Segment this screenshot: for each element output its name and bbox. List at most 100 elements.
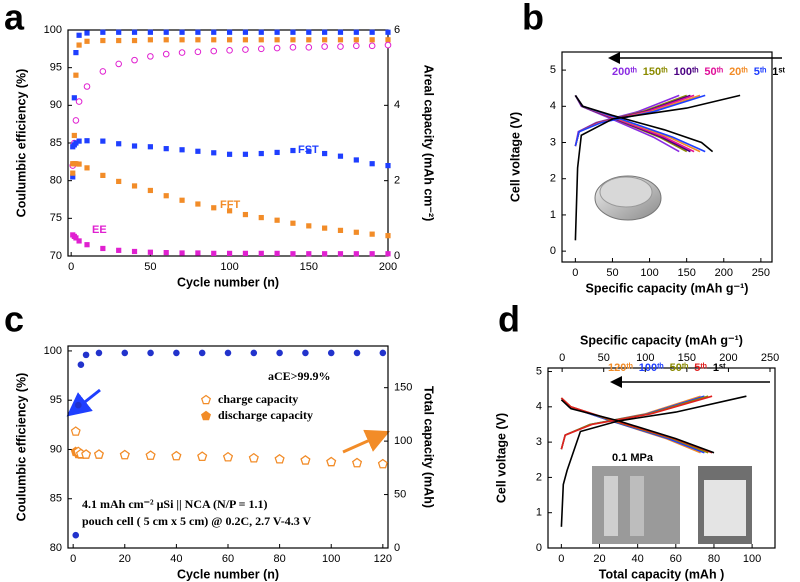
y2-axis-label: Areal capacity (mAh cm⁻²) <box>422 65 436 222</box>
data-point <box>377 458 388 469</box>
data-point <box>116 37 122 44</box>
data-point <box>337 153 344 159</box>
data-point <box>353 29 359 35</box>
data-point <box>100 37 106 44</box>
data-point <box>300 455 311 465</box>
data-point <box>100 29 106 35</box>
y-axis-label: Coulumbic efficiency (%) <box>14 69 28 218</box>
data-point <box>369 251 375 257</box>
data-point <box>93 449 104 459</box>
y-tick-label: 5 <box>550 64 556 76</box>
y-tick-label: 75 <box>50 212 62 224</box>
data-point <box>162 50 170 58</box>
data-point <box>353 229 359 235</box>
data-point <box>353 157 359 163</box>
data-point <box>116 247 122 253</box>
x-tick-label: 120 <box>374 553 392 565</box>
data-point <box>99 68 107 75</box>
y-tick-label: 80 <box>50 175 62 187</box>
annotation: 4.1 mAh cm⁻² μSi || NCA (N/P = 1.1) <box>82 497 268 511</box>
y2-tick-label: 100 <box>394 435 412 447</box>
x-tick-label: 100 <box>322 553 340 565</box>
data-point <box>211 150 217 156</box>
data-point <box>163 146 169 152</box>
data-point <box>211 29 217 35</box>
data-point <box>242 211 249 218</box>
annotation: aCE>99.9% <box>268 369 331 383</box>
x-tick-label: 50 <box>144 261 156 273</box>
x-tick-label: 60 <box>222 553 234 565</box>
data-point <box>147 249 153 255</box>
data-point <box>147 37 153 43</box>
data-point <box>257 45 265 53</box>
data-point <box>147 29 153 35</box>
legend-label: discharge capacity <box>218 408 313 422</box>
legend-label: 5ᵗʰ <box>694 362 707 374</box>
data-point <box>70 426 81 436</box>
y-tick-label: 90 <box>50 443 62 455</box>
data-point <box>121 349 129 357</box>
x-tick-label: 40 <box>170 553 182 565</box>
data-point <box>76 42 82 48</box>
legend-label: 1ˢᵗ <box>713 362 726 374</box>
data-point <box>211 250 217 256</box>
x-tick-label: 200 <box>715 267 733 279</box>
x-tick-label: 100 <box>743 553 761 565</box>
data-point <box>76 32 82 38</box>
data-point <box>224 349 232 357</box>
data-point <box>147 53 154 60</box>
data-point <box>258 150 264 157</box>
data-point <box>337 37 344 43</box>
x2-tick-label: 100 <box>636 352 654 364</box>
data-point <box>119 449 130 460</box>
data-point <box>274 37 280 43</box>
data-point <box>385 162 391 169</box>
y-axis-label: Coulumbic efficiency (%) <box>14 373 28 522</box>
y2-tick-label: 50 <box>394 488 406 500</box>
data-point <box>337 227 344 233</box>
data-point <box>385 233 391 239</box>
y-tick-label: 70 <box>50 250 62 262</box>
data-point <box>84 38 90 44</box>
data-point <box>242 29 249 35</box>
annotation: FST <box>298 144 319 156</box>
data-point <box>274 250 280 256</box>
data-point <box>72 117 80 124</box>
data-point <box>73 50 79 56</box>
data-point <box>353 37 359 43</box>
data-point <box>290 29 296 35</box>
data-point <box>73 72 79 78</box>
data-point <box>116 178 122 185</box>
x-tick-label: 20 <box>119 553 131 565</box>
data-point <box>179 37 185 43</box>
panel-label: c <box>4 299 24 340</box>
x-axis-label: Total capacity (mAh ) <box>599 567 724 581</box>
y-tick-label: 95 <box>50 394 62 406</box>
legend-label: 20ᵗʰ <box>729 66 748 78</box>
y2-tick-label: 4 <box>394 99 400 111</box>
data-point <box>163 193 169 199</box>
data-point <box>322 225 328 231</box>
data-point <box>195 201 201 207</box>
arrow <box>342 429 390 454</box>
data-point <box>322 37 328 43</box>
panel-label: a <box>4 0 25 38</box>
data-point <box>290 251 296 257</box>
pouch-cell-photo <box>630 476 644 536</box>
data-point <box>222 451 234 462</box>
data-point <box>337 43 344 50</box>
data-point <box>179 147 185 153</box>
data-point <box>163 37 169 43</box>
x-tick-label: 40 <box>632 553 644 565</box>
y-tick-label: 1 <box>536 507 542 519</box>
annotation: FFT <box>220 199 240 211</box>
data-point <box>353 349 361 357</box>
data-point <box>100 172 106 178</box>
legend-label: 200ᵗʰ <box>612 66 637 78</box>
legend-label: 100ᵗʰ <box>639 362 664 374</box>
data-point <box>147 144 153 150</box>
y2-tick-label: 0 <box>394 542 400 554</box>
y-axis-label: Cell voltage (V) <box>494 413 508 503</box>
x-axis-label: Cycle number (n) <box>177 275 279 289</box>
